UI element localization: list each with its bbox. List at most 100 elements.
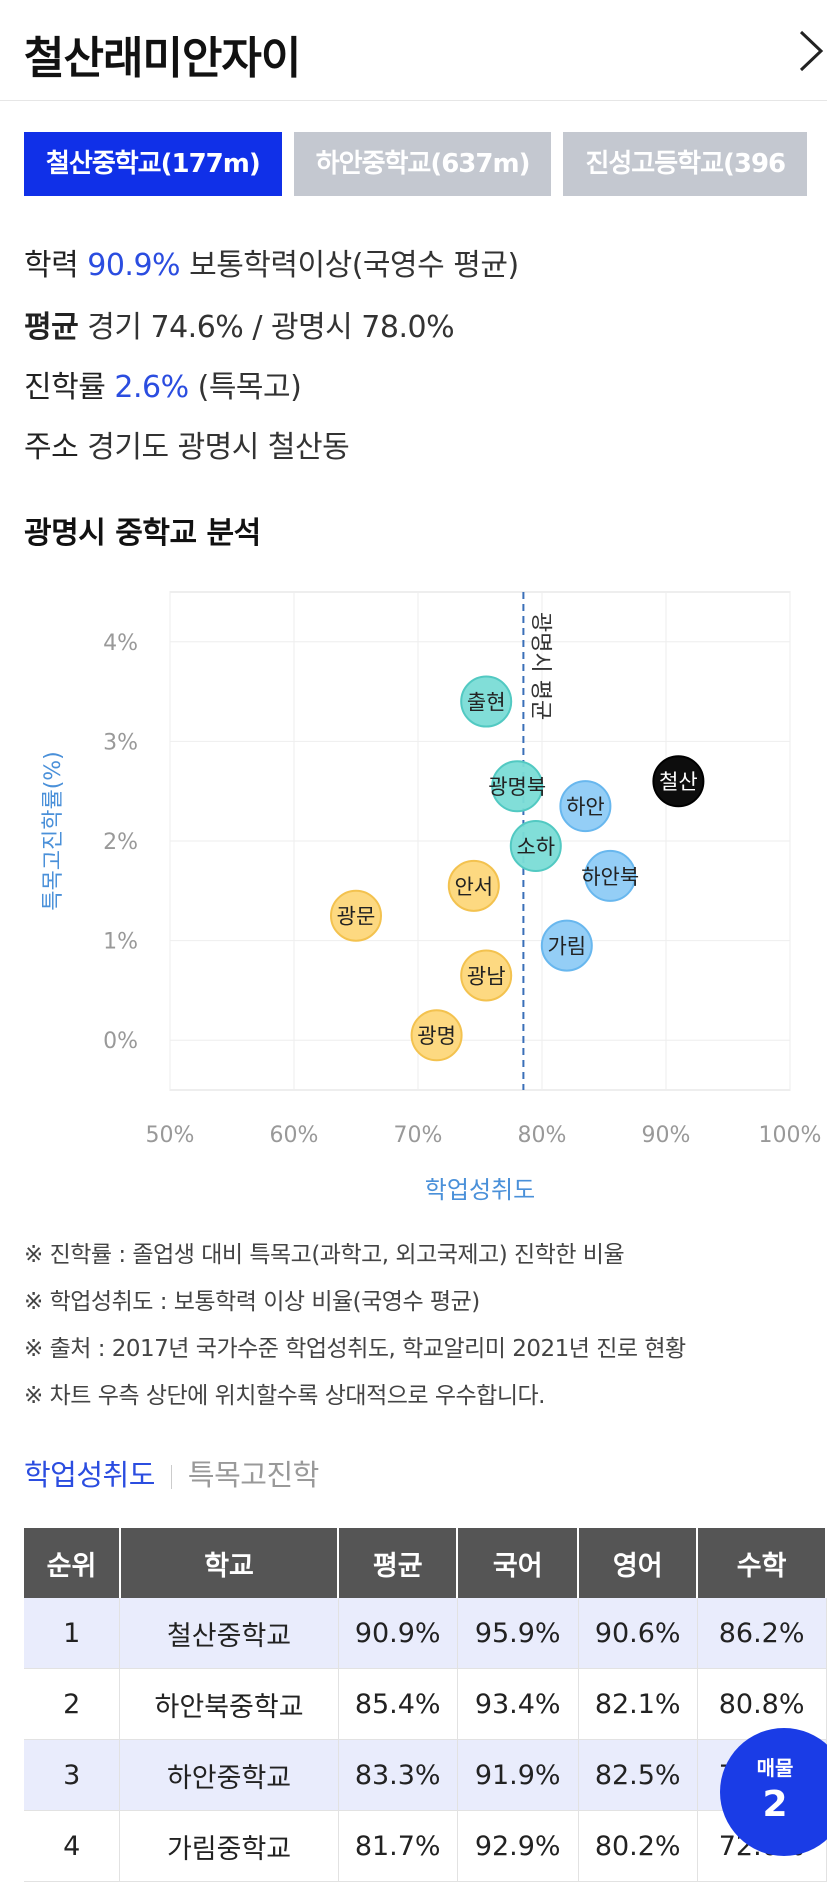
- page-title: 철산래미안자이: [24, 33, 301, 84]
- cell-rank: 3: [24, 1739, 121, 1811]
- fab-count: 2: [762, 1784, 788, 1825]
- average-label: 평균: [24, 310, 79, 345]
- cell-school: 하안북중학교: [119, 1668, 339, 1740]
- table-header-row: 순위 학교 평균 국어 영어 수학: [24, 1528, 827, 1598]
- advancement-desc: (특목고): [197, 370, 302, 405]
- note-item: ※ 출처 : 2017년 국가수준 학업성취도, 학교알리미 2021년 진로 …: [24, 1336, 686, 1362]
- cell-average: 81.7%: [338, 1810, 458, 1882]
- divider: [170, 1465, 172, 1489]
- school-point: [460, 675, 513, 728]
- table-row[interactable]: 4 가림중학교 81.7% 92.9% 80.2% 72.0%: [24, 1810, 827, 1882]
- school-point-label: 광문: [337, 905, 376, 929]
- school-point-label: 하안: [566, 795, 605, 819]
- y-axis-title: 특목고진학률(%): [41, 751, 66, 911]
- ranking-subtabs: 학업성취도 특목고진학: [24, 1452, 319, 1494]
- x-tick-label: 100%: [759, 1123, 822, 1148]
- cell-school: 하안중학교: [119, 1739, 339, 1811]
- school-point-label: 안서: [454, 875, 493, 899]
- school-point: [509, 819, 562, 872]
- chevron-right-icon[interactable]: [797, 26, 827, 76]
- school-tabs: 철산중학교(177m) 하안중학교(637m) 진성고등학교(396: [24, 132, 827, 196]
- average-value: 경기 74.6% / 광명시 78.0%: [87, 310, 455, 345]
- cell-school: 가림중학교: [119, 1810, 339, 1882]
- school-point: [410, 1009, 463, 1062]
- section-title: 광명시 중학교 분석: [24, 516, 261, 551]
- cell-english: 82.1%: [578, 1668, 698, 1740]
- table-row[interactable]: 2 하안북중학교 85.4% 93.4% 82.1% 80.8%: [24, 1668, 827, 1740]
- school-point-label: 하안북: [581, 865, 639, 889]
- y-tick-label: 2%: [103, 830, 138, 855]
- reference-line-label: 광명시 평균: [527, 612, 552, 720]
- school-point-label: 광남: [467, 964, 506, 988]
- info-advancement: 진학률 2.6% (특목고): [24, 362, 302, 406]
- x-tick-label: 90%: [642, 1123, 691, 1148]
- advancement-label: 진학률: [24, 370, 106, 405]
- header-english: 영어: [578, 1528, 699, 1598]
- address-value: 경기도 광명시 철산동: [87, 430, 350, 465]
- cell-korean: 91.9%: [457, 1739, 579, 1811]
- note-item: ※ 차트 우측 상단에 위치할수록 상대적으로 우수합니다.: [24, 1383, 545, 1409]
- achievement-desc: 보통학력이상(국영수 평균): [189, 248, 519, 283]
- school-point-label: 소하: [516, 835, 555, 859]
- school-point-label: 광명북: [488, 775, 546, 799]
- school-point: [540, 919, 593, 972]
- cell-english: 90.6%: [578, 1598, 698, 1669]
- info-address: 주소 경기도 광명시 철산동: [24, 422, 350, 466]
- school-point: [559, 780, 612, 833]
- cell-korean: 92.9%: [457, 1810, 579, 1882]
- x-tick-label: 80%: [518, 1123, 567, 1148]
- chart-notes: ※ 진학률 : 졸업생 대비 특목고(과학고, 외고국제고) 진학한 비율 ※ …: [24, 1232, 686, 1420]
- y-tick-label: 4%: [103, 631, 138, 656]
- x-axis-title: 학업성취도: [425, 1176, 535, 1204]
- header-school: 학교: [119, 1528, 340, 1598]
- y-tick-label: 3%: [103, 730, 138, 755]
- header-average: 평균: [338, 1528, 459, 1598]
- tab-school-3[interactable]: 진성고등학교(396: [563, 132, 808, 196]
- x-tick-label: 60%: [270, 1123, 319, 1148]
- header-rank: 순위: [24, 1528, 121, 1598]
- cell-rank: 1: [24, 1598, 121, 1669]
- y-tick-label: 0%: [103, 1029, 138, 1054]
- fab-label: 매물: [756, 1756, 794, 1780]
- cell-average: 83.3%: [338, 1739, 458, 1811]
- x-tick-label: 70%: [394, 1123, 443, 1148]
- table-row[interactable]: 3 하안중학교 83.3% 91.9% 82.5% 75.6%: [24, 1739, 827, 1811]
- tab-special-high[interactable]: 특목고진학: [187, 1458, 319, 1492]
- school-point: [447, 859, 500, 912]
- cell-math: 86.2%: [697, 1598, 827, 1669]
- school-point: [652, 755, 705, 808]
- scatter-chart: 50% 60% 70% 80% 90% 100% 0% 1% 2% 3% 4% 학업성취도 특목고진학률…: [41, 591, 822, 1204]
- cell-average: 90.9%: [338, 1598, 458, 1669]
- y-tick-label: 1%: [103, 930, 138, 955]
- cell-english: 82.5%: [578, 1739, 698, 1811]
- cell-rank: 2: [24, 1668, 121, 1740]
- header-math: 수학: [697, 1528, 827, 1598]
- school-point-label: 철산: [659, 770, 698, 794]
- header-bar: 철산래미안자이: [0, 0, 827, 101]
- address-label: 주소: [24, 430, 79, 465]
- table-row[interactable]: 1 철산중학교 90.9% 95.9% 90.6% 86.2%: [24, 1598, 827, 1669]
- cell-korean: 95.9%: [457, 1598, 579, 1669]
- cell-rank: 4: [24, 1810, 121, 1882]
- x-tick-label: 50%: [146, 1123, 195, 1148]
- achievement-value: 90.9%: [87, 248, 181, 283]
- note-item: ※ 학업성취도 : 보통학력 이상 비율(국영수 평균): [24, 1289, 480, 1315]
- header-korean: 국어: [457, 1528, 580, 1598]
- achievement-label: 학력: [24, 248, 79, 283]
- school-point-label: 출현: [467, 691, 506, 715]
- note-item: ※ 진학률 : 졸업생 대비 특목고(과학고, 외고국제고) 진학한 비율: [24, 1242, 625, 1268]
- cell-average: 85.4%: [338, 1668, 458, 1740]
- school-point: [584, 849, 637, 902]
- tab-school-1[interactable]: 철산중학교(177m): [24, 132, 282, 196]
- ranking-table: 순위 학교 평균 국어 영어 수학 1 철산중학교 90.9% 95.9% 90…: [24, 1528, 827, 1882]
- school-point: [491, 760, 544, 813]
- cell-korean: 93.4%: [457, 1668, 579, 1740]
- cell-math: 80.8%: [697, 1668, 827, 1740]
- info-average: 평균 경기 74.6% / 광명시 78.0%: [24, 302, 455, 346]
- listings-fab-button[interactable]: 매물 2: [720, 1728, 827, 1856]
- cell-school: 철산중학교: [119, 1598, 339, 1669]
- tab-school-2[interactable]: 하안중학교(637m): [293, 132, 552, 196]
- tab-achievement[interactable]: 학업성취도: [24, 1458, 155, 1492]
- cell-english: 80.2%: [578, 1810, 698, 1882]
- advancement-value: 2.6%: [114, 370, 189, 405]
